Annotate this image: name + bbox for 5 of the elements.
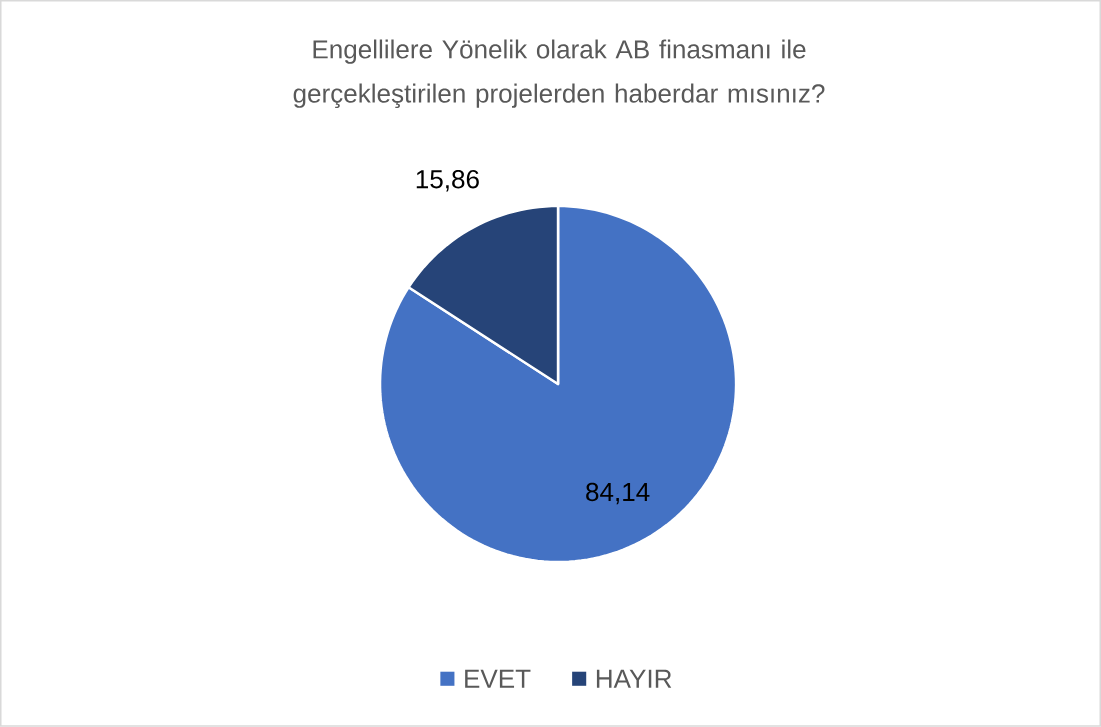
- data-label: 84,14: [586, 482, 650, 505]
- data-label: 15,86: [416, 170, 479, 192]
- legend-label: EVET: [465, 669, 531, 688]
- legend-label: HAYIR: [596, 669, 672, 688]
- chart-title: Engellilere Yönelik olarak AB finasmanı ile gerçekleştirilen projelerden haberdar mısınız?: [293, 39, 825, 109]
